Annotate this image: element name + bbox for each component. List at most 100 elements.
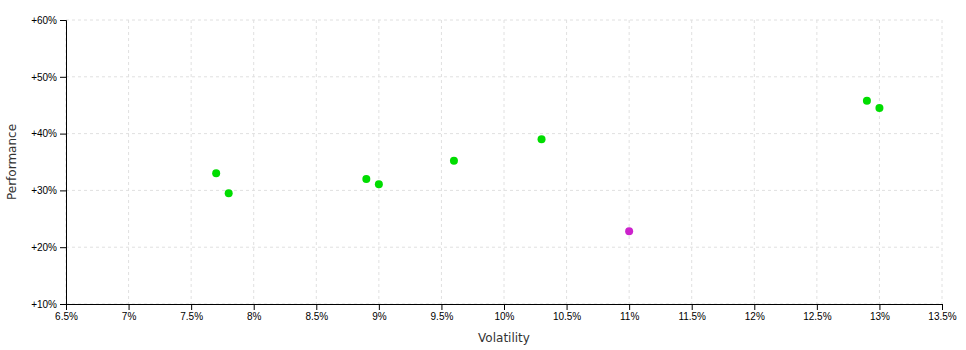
- x-tick-label: 9%: [372, 311, 387, 322]
- x-tick-mark: [629, 304, 630, 310]
- y-grid-line: [66, 247, 942, 248]
- x-grid-line: [816, 20, 817, 304]
- y-tick: +40%: [31, 128, 66, 139]
- y-tick-mark: [60, 134, 66, 135]
- point: [875, 104, 883, 112]
- x-tick: 13.5%: [928, 304, 956, 322]
- y-tick-mark: [60, 304, 66, 305]
- point: [538, 135, 546, 143]
- x-grid-line: [316, 20, 317, 304]
- x-tick-label: 8%: [247, 311, 262, 322]
- x-tick: 12.5%: [803, 304, 831, 322]
- y-tick-label: +10%: [31, 299, 57, 310]
- x-grid-line: [441, 20, 442, 304]
- x-tick: 10%: [494, 304, 514, 322]
- x-tick-mark: [379, 304, 380, 310]
- x-tick-mark: [316, 304, 317, 310]
- x-tick-label: 7%: [122, 311, 137, 322]
- y-tick-label: +40%: [31, 128, 57, 139]
- x-grid-line: [754, 20, 755, 304]
- point: [625, 227, 633, 235]
- x-tick-label: 7.5%: [180, 311, 203, 322]
- x-tick: 9%: [372, 304, 387, 322]
- x-tick: 7.5%: [180, 304, 203, 322]
- point: [362, 175, 370, 183]
- x-tick-label: 12.5%: [803, 311, 831, 322]
- x-tick-mark: [567, 304, 568, 310]
- x-tick-mark: [254, 304, 255, 310]
- y-tick-label: +60%: [31, 15, 57, 26]
- x-axis-title: Volatility: [478, 331, 530, 345]
- x-tick-mark: [692, 304, 693, 310]
- x-tick: 9.5%: [431, 304, 454, 322]
- x-grid-line: [629, 20, 630, 304]
- x-tick-label: 6.5%: [55, 311, 78, 322]
- x-axis: 6.5% 7% 7.5% 8% 8.5% 9% 9.5% 10% 10.5% 11% 11.5% 12…: [55, 304, 957, 322]
- y-tick-mark: [60, 20, 66, 21]
- x-tick-label: 12%: [745, 311, 765, 322]
- y-tick: +20%: [31, 242, 66, 253]
- x-axis-line: [67, 305, 943, 311]
- y-tick-mark: [60, 247, 66, 248]
- x-tick-label: 11%: [620, 311, 639, 322]
- series: [625, 227, 633, 235]
- y-tick-label: +30%: [31, 185, 57, 196]
- x-tick-label: 8.5%: [305, 311, 328, 322]
- y-tick-mark: [60, 77, 66, 78]
- x-tick-label: 9.5%: [431, 311, 454, 322]
- y-axis-line: [60, 21, 67, 305]
- x-tick-mark: [504, 304, 505, 310]
- x-grid-line: [566, 20, 567, 304]
- x-grid-line: [191, 20, 192, 304]
- x-tick: 6.5%: [55, 304, 78, 322]
- x-tick: 7%: [122, 304, 137, 322]
- x-tick-label: 13%: [870, 311, 890, 322]
- x-tick-mark: [441, 304, 442, 310]
- point: [863, 97, 871, 105]
- x-tick-mark: [191, 304, 192, 310]
- x-tick-mark: [817, 304, 818, 310]
- x-tick-label: 11.5%: [678, 311, 706, 322]
- point: [450, 157, 458, 165]
- y-axis-title: Performance: [5, 124, 19, 200]
- x-tick: 13%: [870, 304, 890, 322]
- y-tick-label: +50%: [31, 72, 57, 83]
- chart: 6.5% 7% 7.5% 8% 8.5% 9% 9.5% 10% 10.5% 11% 11.5% 12…: [0, 0, 966, 350]
- x-tick-mark: [879, 304, 880, 310]
- y-tick: +10%: [31, 299, 66, 310]
- y-grid-line: [66, 20, 942, 21]
- y-tick-label: +20%: [31, 242, 57, 253]
- y-tick: +50%: [31, 72, 66, 83]
- points: [212, 97, 883, 236]
- x-tick-mark: [754, 304, 755, 310]
- x-tick-mark: [942, 304, 943, 310]
- x-tick-label: 10%: [494, 311, 514, 322]
- x-tick: 10.5%: [553, 304, 581, 322]
- x-grid-line: [691, 20, 692, 304]
- x-tick: 8%: [247, 304, 262, 322]
- x-grid-line: [504, 20, 505, 304]
- x-tick: 8.5%: [305, 304, 328, 322]
- x-grid-line: [879, 20, 880, 304]
- x-grid-line: [942, 20, 943, 304]
- series: [212, 97, 883, 198]
- plot: 6.5% 7% 7.5% 8% 8.5% 9% 9.5% 10% 10.5% 11% 11.5% 12…: [31, 15, 957, 322]
- point: [212, 169, 220, 177]
- y-grid-line: [66, 76, 942, 77]
- x-tick: 12%: [745, 304, 765, 322]
- x-tick: 11%: [620, 304, 639, 322]
- x-tick-label: 13.5%: [928, 311, 956, 322]
- y-grid-line: [66, 133, 942, 134]
- x-grid-line: [253, 20, 254, 304]
- grid: [66, 20, 942, 304]
- point: [225, 189, 233, 197]
- x-tick-mark: [129, 304, 130, 310]
- x-grid-line: [378, 20, 379, 304]
- x-grid-line: [128, 20, 129, 304]
- x-tick-label: 10.5%: [553, 311, 581, 322]
- point: [375, 180, 383, 188]
- x-tick: 11.5%: [678, 304, 706, 322]
- y-tick: +60%: [31, 15, 66, 26]
- y-grid-line: [66, 190, 942, 191]
- y-axis: +10% +20% +30% +40% +50% +60%: [31, 15, 66, 310]
